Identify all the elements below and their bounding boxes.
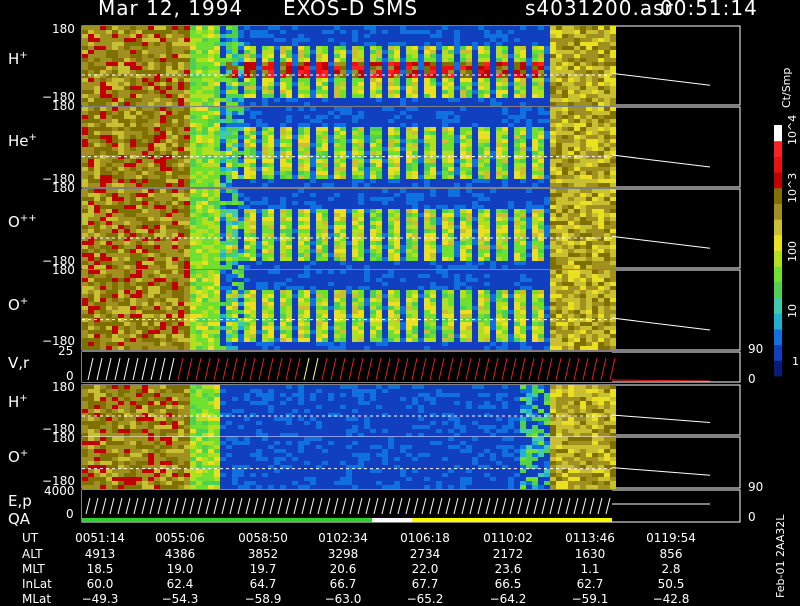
table-cell: 19.7 — [223, 562, 303, 576]
panel-label-opp: O++ — [8, 213, 37, 231]
colorbar-segment — [774, 345, 782, 361]
table-cell: 22.0 — [385, 562, 465, 576]
table-cell: 67.7 — [385, 577, 465, 591]
panel-label-h: H+ — [8, 50, 28, 68]
panel-label-o: O+ — [8, 296, 28, 314]
right-axis-top-8: 90 — [748, 480, 763, 494]
table-cell: 4913 — [60, 547, 140, 561]
colorbar-segment — [774, 188, 782, 204]
table-cell: 1.1 — [550, 562, 630, 576]
colorbar-unit: Ct/Smp — [780, 68, 793, 108]
colorbar-label-1000: 10^3 — [786, 173, 799, 203]
table-cell: 0058:50 — [223, 531, 303, 545]
table-cell: −58.9 — [223, 592, 303, 606]
colorbar-segment — [774, 156, 782, 172]
table-cell: 62.4 — [140, 577, 220, 591]
panel-label-vr: V,r — [8, 354, 29, 372]
plot-clock: 00:51:14 — [660, 0, 758, 20]
y-min-8: 0 — [66, 507, 74, 521]
table-cell: 66.7 — [303, 577, 383, 591]
table-cell: 23.6 — [468, 562, 548, 576]
table-cell: 2734 — [385, 547, 465, 561]
table-cell: 0106:18 — [385, 531, 465, 545]
table-cell: 19.0 — [140, 562, 220, 576]
row-label-mlt: MLT — [22, 562, 45, 576]
colorbar-label-10: 10 — [786, 304, 799, 318]
table-cell: 0113:46 — [550, 531, 630, 545]
y-max-6: 180 — [52, 380, 75, 394]
table-cell: −59.1 — [550, 592, 630, 606]
colorbar-segment — [774, 329, 782, 345]
y-max-1: 180 — [52, 22, 75, 36]
table-cell: 18.5 — [60, 562, 140, 576]
table-cell: 64.7 — [223, 577, 303, 591]
panel-label-h2: H+ — [8, 393, 28, 411]
table-cell: 3852 — [223, 547, 303, 561]
table-cell: 0110:02 — [468, 531, 548, 545]
right-axis-bot-8: 0 — [748, 510, 756, 524]
colorbar-segment — [774, 235, 782, 251]
colorbar-segment — [774, 125, 782, 141]
table-cell: 2.8 — [631, 562, 711, 576]
table-cell: 20.6 — [303, 562, 383, 576]
table-cell: 4386 — [140, 547, 220, 561]
table-cell: 0051:14 — [60, 531, 140, 545]
colorbar-segment — [774, 298, 782, 314]
panel-label-qa: QA — [8, 510, 30, 528]
table-cell: 50.5 — [631, 577, 711, 591]
row-label-alt: ALT — [22, 547, 43, 561]
right-axis-top-5: 90 — [748, 342, 763, 356]
table-cell: 2172 — [468, 547, 548, 561]
y-max-4: 180 — [52, 263, 75, 277]
row-label-inlat: InLat — [22, 577, 52, 591]
table-cell: −49.3 — [60, 592, 140, 606]
panel-label-ep: E,p — [8, 492, 32, 510]
table-cell: 1630 — [550, 547, 630, 561]
colorbar-segment — [774, 313, 782, 329]
colorbar-segment — [774, 282, 782, 298]
row-label-mlat: MLat — [22, 592, 51, 606]
table-cell: 3298 — [303, 547, 383, 561]
colorbar-segment — [774, 172, 782, 188]
table-cell: 0055:06 — [140, 531, 220, 545]
colorbar-label-1: 1 — [792, 355, 799, 368]
table-cell: 62.7 — [550, 577, 630, 591]
plot-file: s4031200.asr — [525, 0, 674, 20]
colorbar-label-100: 100 — [786, 241, 799, 262]
panel-label-he: He+ — [8, 132, 37, 150]
table-cell: −63.0 — [303, 592, 383, 606]
table-cell: −54.3 — [140, 592, 220, 606]
plot-instrument: EXOS-D SMS — [283, 0, 418, 20]
colorbar-segment — [774, 219, 782, 235]
y-max-8: 4000 — [44, 484, 75, 498]
y-max-5: 25 — [58, 344, 73, 358]
y-max-2: 180 — [52, 99, 75, 113]
table-cell: 66.5 — [468, 577, 548, 591]
y-max-7: 180 — [52, 431, 75, 445]
table-cell: 0119:54 — [631, 531, 711, 545]
plot-date: Mar 12, 1994 — [98, 0, 243, 20]
colorbar-segment — [774, 203, 782, 219]
panel-label-o2: O+ — [8, 448, 28, 466]
table-cell: 856 — [631, 547, 711, 561]
row-label-ut: UT — [22, 531, 38, 545]
colorbar-segment — [774, 141, 782, 157]
colorbar-segment — [774, 360, 782, 376]
table-cell: −64.2 — [468, 592, 548, 606]
table-cell: 60.0 — [60, 577, 140, 591]
colorbar-segment — [774, 266, 782, 282]
colorbar-label-10000: 10^4 — [786, 115, 799, 145]
table-cell: 0102:34 — [303, 531, 383, 545]
table-cell: −42.8 — [631, 592, 711, 606]
right-axis-bot-5: 0 — [748, 372, 756, 386]
table-cell: −65.2 — [385, 592, 465, 606]
y-max-3: 180 — [52, 181, 75, 195]
colorbar-segment — [774, 251, 782, 267]
side-note: Feb-01 2AA32L — [774, 515, 787, 598]
